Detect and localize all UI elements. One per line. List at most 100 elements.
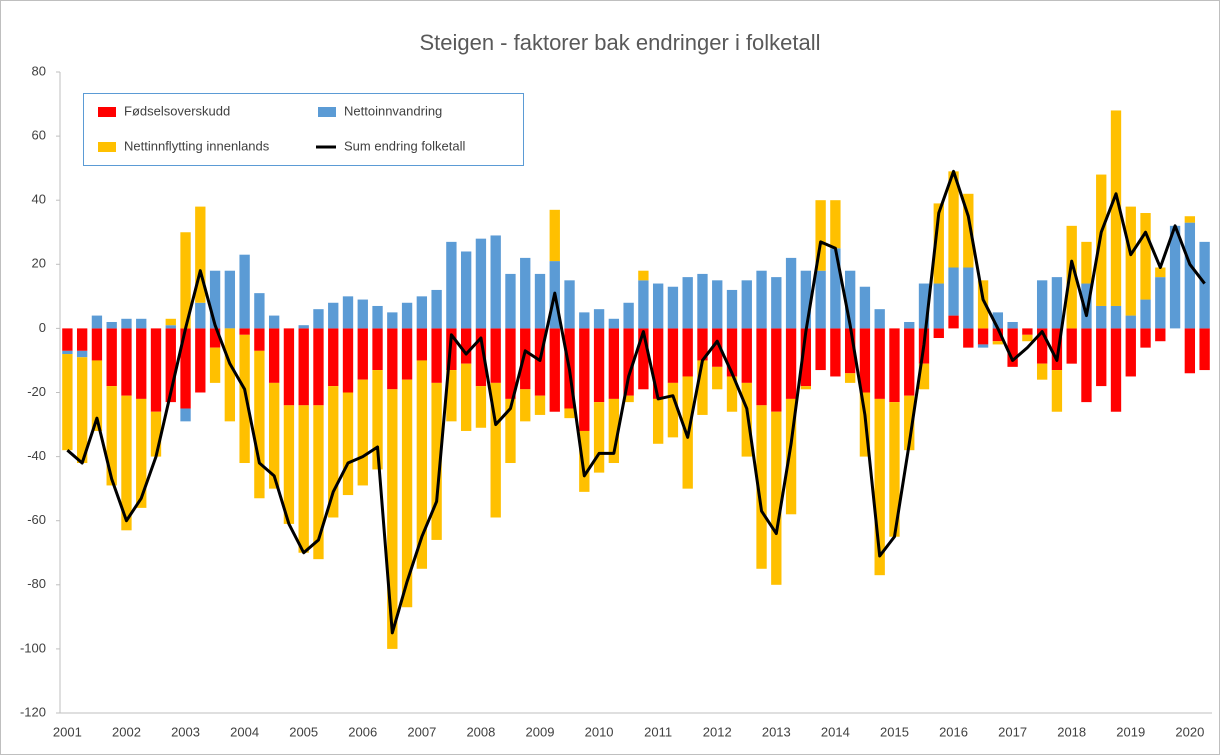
bar	[771, 328, 782, 412]
bar	[357, 328, 368, 380]
bar	[800, 386, 812, 390]
bar	[904, 395, 915, 451]
y-tick-label: -40	[27, 448, 46, 463]
bar	[697, 273, 708, 329]
bar	[874, 309, 885, 329]
bar	[1007, 328, 1018, 367]
bar	[977, 344, 989, 348]
bar	[579, 430, 590, 492]
bar	[874, 328, 885, 399]
bar	[401, 379, 413, 608]
y-tick-label: 0	[39, 320, 46, 335]
bar	[756, 405, 767, 569]
bar	[726, 376, 738, 412]
sum-line	[66, 169, 1206, 635]
bar	[475, 386, 487, 428]
x-tick-label: 2002	[112, 724, 141, 739]
bar	[1140, 213, 1151, 300]
bar	[564, 280, 575, 329]
bar	[623, 328, 634, 396]
chart-title: Steigen - faktorer bak endringer i folke…	[419, 30, 820, 55]
bar	[682, 277, 693, 329]
x-tick-label: 2001	[53, 724, 82, 739]
bar	[756, 328, 767, 406]
bar	[195, 328, 206, 393]
x-tick-label: 2014	[821, 724, 850, 739]
bar	[963, 328, 974, 348]
bar	[756, 270, 767, 329]
bar	[992, 312, 1004, 329]
bar	[948, 171, 959, 268]
bar	[76, 357, 88, 464]
bar	[1007, 321, 1018, 329]
bar	[475, 238, 487, 329]
x-tick-label: 2012	[703, 724, 732, 739]
bar	[1022, 328, 1033, 335]
bar	[1155, 267, 1166, 278]
bar	[1110, 305, 1122, 329]
bar	[800, 270, 812, 329]
bar	[91, 360, 103, 431]
bar	[815, 270, 826, 329]
bar	[254, 293, 265, 329]
bar	[446, 241, 457, 329]
bar	[165, 318, 176, 326]
bar	[593, 309, 605, 329]
bar	[1199, 328, 1210, 371]
legend-box	[83, 93, 524, 166]
x-tick-label: 2005	[289, 724, 318, 739]
bar	[239, 254, 250, 329]
bar	[283, 405, 295, 524]
bar	[785, 398, 797, 515]
bar	[416, 296, 428, 329]
bar	[268, 382, 280, 489]
bar	[638, 328, 649, 390]
x-tick-label: 2017	[998, 724, 1027, 739]
bar	[150, 411, 162, 457]
bar	[815, 328, 826, 371]
bar	[1140, 299, 1151, 329]
x-tick-label: 2007	[407, 724, 436, 739]
bar	[726, 328, 738, 377]
bar	[859, 286, 871, 329]
y-tick-label: 20	[32, 256, 46, 271]
bar	[328, 328, 339, 387]
bar	[460, 363, 472, 431]
x-tick-label: 2013	[762, 724, 791, 739]
bar	[165, 325, 176, 329]
bar	[904, 321, 915, 329]
bar	[121, 318, 132, 329]
bar	[520, 328, 531, 390]
bar	[490, 328, 501, 383]
bar	[209, 270, 221, 329]
bar	[1184, 222, 1196, 329]
y-tick-label: 80	[32, 63, 46, 78]
y-tick-label: -80	[27, 576, 46, 591]
bar	[1110, 328, 1122, 412]
bar	[1140, 328, 1151, 348]
bar	[283, 328, 295, 406]
bar	[298, 405, 309, 553]
bar	[254, 350, 265, 499]
bar	[460, 328, 472, 364]
bar	[431, 289, 442, 329]
bar	[328, 302, 339, 329]
bar	[623, 395, 634, 403]
bar	[1066, 225, 1077, 329]
bar	[785, 328, 797, 399]
bar	[564, 408, 575, 419]
bar	[1199, 241, 1210, 329]
bar	[431, 328, 442, 383]
legend-label: Sum endring folketall	[344, 138, 466, 153]
bar	[91, 315, 103, 329]
bar	[387, 328, 398, 390]
bar	[977, 280, 989, 329]
bar	[520, 257, 531, 329]
bar	[357, 299, 368, 329]
bar	[534, 395, 546, 415]
bar	[889, 328, 900, 403]
bar	[505, 398, 516, 464]
bar	[992, 341, 1004, 345]
bar	[313, 309, 324, 329]
bar	[180, 408, 191, 422]
